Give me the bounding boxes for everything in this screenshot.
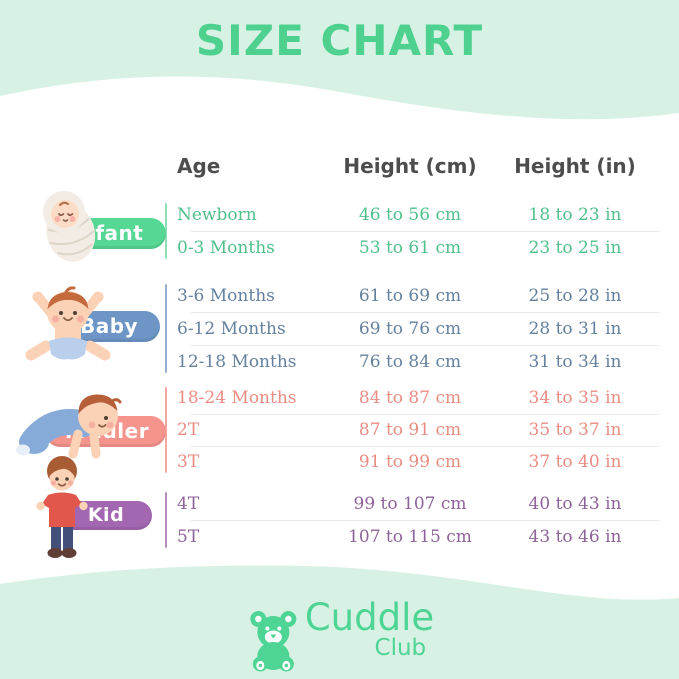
- height-cm-cell: 99 to 107 cm: [353, 493, 467, 514]
- kid-illustration: [36, 456, 88, 558]
- table-row: 6-12 Months 69 to 76 cm 28 to 31 in: [165, 312, 660, 345]
- table-row: 3T 91 to 99 cm 37 to 40 in: [165, 446, 660, 478]
- height-in-cell: 40 to 43 in: [528, 493, 622, 514]
- height-in-cell: 18 to 23 in: [528, 204, 622, 225]
- brand-name-main: Cuddle: [304, 596, 435, 639]
- table-row: 2T 87 to 91 cm 35 to 37 in: [165, 414, 660, 446]
- age-cell: Newborn: [177, 204, 257, 225]
- table-row: 4T 99 to 107 cm 40 to 43 in: [165, 487, 660, 520]
- group-rows-infant: Newborn 46 to 56 cm 18 to 23 in 0-3 Mont…: [165, 198, 660, 264]
- age-cell: 3-6 Months: [177, 285, 275, 306]
- height-in-cell: 34 to 35 in: [528, 388, 622, 408]
- height-in-cell: 25 to 28 in: [528, 285, 622, 306]
- age-cell: 4T: [177, 493, 200, 514]
- height-cm-cell: 76 to 84 cm: [358, 351, 462, 372]
- table-row: 18-24 Months 84 to 87 cm 34 to 35 in: [165, 382, 660, 414]
- table-header: Age Height (cm) Height (in): [165, 150, 660, 182]
- height-in-cell: 23 to 25 in: [528, 237, 622, 258]
- age-cell: 3T: [177, 452, 200, 472]
- table-row: 12-18 Months 76 to 84 cm 31 to 34 in: [165, 345, 660, 378]
- group-rows-kid: 4T 99 to 107 cm 40 to 43 in 5T 107 to 11…: [165, 487, 660, 553]
- height-cm-cell: 61 to 69 cm: [358, 285, 462, 306]
- age-cell: 18-24 Months: [177, 388, 297, 408]
- group-rows-toddler: 18-24 Months 84 to 87 cm 34 to 35 in 2T …: [165, 382, 660, 478]
- table-row: 3-6 Months 61 to 69 cm 25 to 28 in: [165, 279, 660, 312]
- brand-name: Cuddle Club: [304, 596, 435, 661]
- height-cm-cell: 84 to 87 cm: [358, 388, 462, 408]
- age-cell: 2T: [177, 420, 200, 440]
- height-cm-cell: 46 to 56 cm: [358, 204, 462, 225]
- height-in-cell: 37 to 40 in: [528, 452, 622, 472]
- height-cm-cell: 107 to 115 cm: [348, 526, 472, 547]
- toddler-illustration: [16, 394, 122, 459]
- group-rows-baby: 3-6 Months 61 to 69 cm 25 to 28 in 6-12 …: [165, 279, 660, 378]
- swaddled-infant-illustration: [43, 191, 96, 262]
- teddy-bear-icon: [249, 611, 296, 672]
- table-row: 0-3 Months 53 to 61 cm 23 to 25 in: [165, 231, 660, 264]
- height-cm-cell: 69 to 76 cm: [358, 318, 462, 339]
- age-cell: 6-12 Months: [177, 318, 286, 339]
- height-in-cell: 28 to 31 in: [528, 318, 622, 339]
- table-row: 5T 107 to 115 cm 43 to 46 in: [165, 520, 660, 553]
- age-cell: 0-3 Months: [177, 237, 275, 258]
- baby-illustration: [25, 286, 111, 361]
- column-header-height-cm: Height (cm): [343, 154, 477, 178]
- height-in-cell: 43 to 46 in: [528, 526, 622, 547]
- height-cm-cell: 87 to 91 cm: [358, 420, 462, 440]
- height-in-cell: 35 to 37 in: [528, 420, 622, 440]
- brand-name-sub: Club: [374, 635, 427, 661]
- height-cm-cell: 91 to 99 cm: [358, 452, 462, 472]
- age-cell: 12-18 Months: [177, 351, 297, 372]
- column-header-height-in: Height (in): [514, 154, 636, 178]
- height-in-cell: 31 to 34 in: [528, 351, 622, 372]
- table-row: Newborn 46 to 56 cm 18 to 23 in: [165, 198, 660, 231]
- column-header-age: Age: [177, 154, 221, 178]
- page-title: SIZE CHART: [195, 16, 484, 65]
- brand-logo: Cuddle Club: [245, 598, 434, 672]
- height-cm-cell: 53 to 61 cm: [358, 237, 462, 258]
- age-cell: 5T: [177, 526, 200, 547]
